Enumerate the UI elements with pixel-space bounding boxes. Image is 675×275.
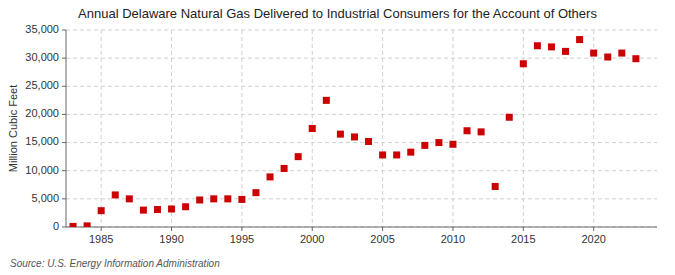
point <box>295 153 302 160</box>
tick-y <box>62 142 66 143</box>
tick-label-y: 0 <box>53 220 59 232</box>
tick-label-x: 2020 <box>581 233 605 245</box>
tick-x <box>593 227 594 231</box>
tick-label-x: 2015 <box>511 233 535 245</box>
grid-line-y <box>66 114 657 115</box>
point <box>168 205 175 212</box>
y-axis-line <box>66 30 67 227</box>
tick-y <box>62 30 66 31</box>
tick-label-y: 5,000 <box>31 192 59 204</box>
tick-label-x: 2010 <box>441 233 465 245</box>
grid-line-y <box>66 58 657 59</box>
point <box>407 149 414 156</box>
point <box>238 196 245 203</box>
point <box>84 222 91 227</box>
grid-line-x <box>523 30 524 227</box>
point <box>309 125 316 132</box>
point <box>337 131 344 138</box>
axes: 0 5,000 10,000 15,000 20,000 25,000 30,000 35,0… <box>25 23 657 245</box>
tick-y <box>62 86 66 87</box>
point <box>379 151 386 158</box>
grid-line-x <box>171 30 172 227</box>
point <box>449 141 456 148</box>
title: Annual Delaware Natural Gas Delivered to… <box>78 6 597 21</box>
tick-x <box>171 227 172 231</box>
tick-label-y: 20,000 <box>25 107 59 119</box>
point <box>534 42 541 49</box>
point <box>632 55 639 62</box>
point <box>562 48 569 55</box>
point <box>506 114 513 121</box>
tick-x <box>241 227 242 231</box>
point <box>224 195 231 202</box>
point <box>590 50 597 57</box>
tick-y <box>62 170 66 171</box>
grid-line-y <box>66 86 657 87</box>
point <box>98 207 105 214</box>
tick-x <box>101 227 102 231</box>
tick-y <box>62 227 66 228</box>
tick-label-x: 1990 <box>159 233 183 245</box>
point <box>435 139 442 146</box>
grid-line-x <box>382 30 383 227</box>
point <box>520 60 527 67</box>
point <box>267 173 274 180</box>
points <box>70 36 640 227</box>
tick-label-x: 2000 <box>300 233 324 245</box>
point <box>196 196 203 203</box>
tick-label-y: 25,000 <box>25 79 59 91</box>
grid-line-x <box>101 30 102 227</box>
chart-container: 0 5,000 10,000 15,000 20,000 25,000 30,000 35,0… <box>0 0 675 275</box>
point <box>154 206 161 213</box>
point <box>393 151 400 158</box>
chart-svg: 0 5,000 10,000 15,000 20,000 25,000 30,000 35,0… <box>0 0 675 275</box>
tick-label-y: 35,000 <box>25 23 59 35</box>
point <box>576 36 583 43</box>
tick-x <box>452 227 453 231</box>
grid-line-y <box>66 198 657 199</box>
x-axis-line <box>66 227 657 228</box>
grid-line-x <box>452 30 453 227</box>
tick-label-y: 15,000 <box>25 135 59 147</box>
point <box>210 195 217 202</box>
tick-x <box>523 227 524 231</box>
tick-label-x: 1995 <box>230 233 254 245</box>
point <box>548 43 555 50</box>
point <box>464 127 471 134</box>
point <box>604 54 611 61</box>
point <box>140 207 147 214</box>
grid-line-y <box>66 170 657 171</box>
point <box>351 133 358 140</box>
y-axis-label: Million Cubic Feet <box>7 85 19 172</box>
point <box>492 183 499 190</box>
tick-y <box>62 114 66 115</box>
tick-x <box>382 227 383 231</box>
point <box>478 128 485 135</box>
point <box>323 97 330 104</box>
point <box>112 191 119 198</box>
point <box>70 223 77 227</box>
tick-label-x: 1985 <box>89 233 113 245</box>
tick-y <box>62 198 66 199</box>
point <box>252 189 259 196</box>
point <box>365 138 372 145</box>
tick-label-y: 10,000 <box>25 164 59 176</box>
point <box>126 195 133 202</box>
tick-y <box>62 58 66 59</box>
grid-line-y <box>66 227 657 228</box>
grid <box>66 30 657 227</box>
point <box>421 142 428 149</box>
point <box>182 203 189 210</box>
source-note: Source: U.S. Energy Information Administ… <box>10 258 220 269</box>
grid-line-y <box>66 30 657 31</box>
grid-line-x <box>593 30 594 227</box>
tick-label-x: 2005 <box>370 233 394 245</box>
point <box>618 50 625 57</box>
tick-label-y: 30,000 <box>25 51 59 63</box>
tick-x <box>312 227 313 231</box>
grid-line-y <box>66 142 657 143</box>
point <box>281 165 288 172</box>
